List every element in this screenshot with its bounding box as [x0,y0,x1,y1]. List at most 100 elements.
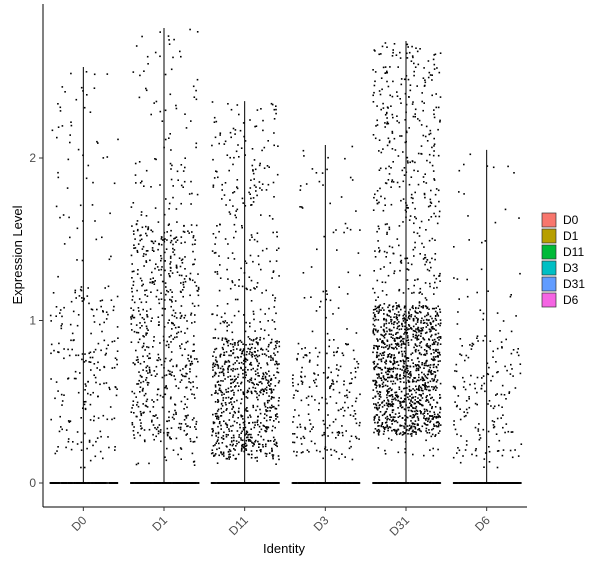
data-point [193,350,195,352]
data-point [179,347,182,350]
data-point [398,225,401,227]
data-point-zero [164,482,167,484]
data-point [116,363,118,366]
data-point [431,307,434,310]
data-point [218,230,220,233]
data-point [316,364,319,366]
data-point [211,144,213,147]
data-point [195,224,198,227]
data-point [379,396,382,398]
data-point [252,170,254,172]
data-point [189,294,191,297]
data-point [197,286,200,289]
data-point [112,309,115,312]
data-point-zero [225,482,227,484]
data-point [110,299,113,301]
data-point [421,329,424,332]
data-point [379,404,381,406]
data-point [276,173,279,176]
data-point [63,357,65,360]
data-point [380,425,383,428]
data-point [238,385,240,387]
data-point [106,418,109,421]
data-point [326,377,329,379]
data-point [389,387,391,389]
data-point [387,376,389,379]
data-point [379,187,381,190]
data-point [372,329,375,332]
data-point [234,458,237,460]
data-point [157,248,159,251]
data-point [386,106,389,108]
data-point [378,398,381,400]
data-point [410,314,413,316]
data-point [390,329,393,332]
data-point-zero [219,482,222,484]
data-point [411,425,413,427]
data-point [346,396,349,399]
data-point [359,393,361,396]
data-point [438,422,440,425]
data-point [273,396,275,399]
data-point [268,370,270,373]
data-point [376,429,378,432]
data-point [430,216,433,218]
data-point [262,129,264,132]
data-point [228,456,230,458]
data-point [377,347,379,349]
data-point [435,307,437,309]
data-point [223,420,225,422]
data-point [421,363,423,366]
data-point [418,235,421,237]
data-point [223,194,226,196]
data-point [421,317,423,320]
data-point [300,380,303,382]
data-point [249,363,251,366]
data-point [259,449,261,451]
data-point [429,282,431,285]
data-point [159,342,161,344]
data-point [261,183,264,185]
data-point [92,315,95,317]
data-point [144,321,146,324]
data-point [377,296,379,298]
data-point [192,250,194,253]
data-point [132,295,134,298]
data-point [222,399,224,402]
data-point-zero [247,482,249,484]
data-point [437,363,439,366]
data-point [139,182,142,184]
data-point [171,416,174,419]
data-point [147,329,149,331]
data-point [155,158,157,161]
data-point [84,353,86,355]
data-point [218,255,220,257]
data-point [56,136,58,139]
data-point [405,340,408,342]
data-point [212,452,214,454]
data-point [67,158,70,161]
data-point [400,339,403,342]
data-point [304,347,306,349]
data-point-zero [197,482,200,484]
data-point [177,453,179,456]
data-point [133,247,135,249]
data-point-zero [185,482,188,484]
data-point [145,370,148,372]
data-point [249,378,251,381]
data-point [394,367,397,370]
data-point [136,220,139,222]
data-point [418,304,421,307]
data-point [61,428,63,431]
data-point [302,451,304,453]
data-point [214,271,216,273]
data-point [218,387,221,390]
data-point [250,279,253,282]
data-point [95,238,98,241]
data-point [267,320,269,322]
data-point [416,337,418,339]
data-point [180,423,183,425]
data-point [174,300,177,302]
data-point [236,179,239,181]
data-point [254,168,257,171]
